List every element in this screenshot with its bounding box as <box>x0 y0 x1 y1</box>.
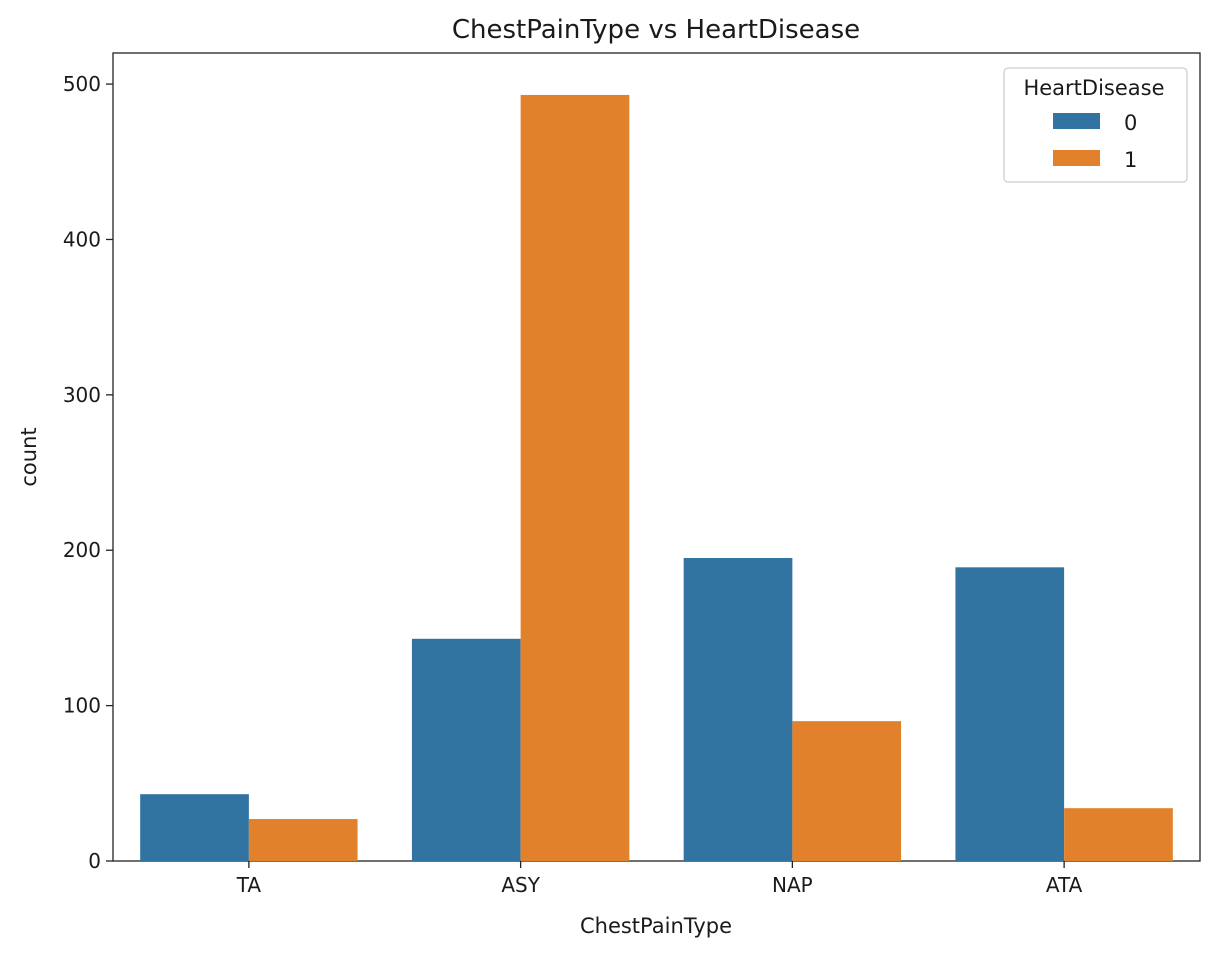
bar <box>248 819 358 861</box>
x-tick-label: TA <box>236 873 262 897</box>
legend-items: 01 <box>1053 111 1137 172</box>
y-axis: 0 100 200 300 400 500 <box>63 72 113 873</box>
y-tick-label: 300 <box>63 383 101 407</box>
bar <box>140 794 249 861</box>
bar <box>955 567 1065 861</box>
bar <box>411 638 521 861</box>
y-tick-label: 0 <box>88 849 101 873</box>
x-tick-label: ATA <box>1046 873 1083 897</box>
x-tick-label: ASY <box>501 873 540 897</box>
bar <box>1064 808 1173 861</box>
legend: HeartDisease 01 <box>1003 67 1188 183</box>
bar <box>792 721 902 861</box>
bars <box>140 94 1173 861</box>
legend-swatch <box>1053 150 1100 166</box>
x-axis: TA ASY NAP ATA <box>236 861 1083 897</box>
plot-frame <box>112 52 1201 862</box>
y-tick-label: 100 <box>63 694 101 718</box>
y-tick-label: 200 <box>63 538 101 562</box>
legend-swatch <box>1053 113 1100 129</box>
x-axis-label: ChestPainType <box>580 914 732 938</box>
y-tick-label: 400 <box>63 227 101 251</box>
x-tick-label: NAP <box>772 873 813 897</box>
legend-label: 1 <box>1124 148 1137 172</box>
legend-title: HeartDisease <box>1023 76 1164 100</box>
y-tick-label: 500 <box>63 72 101 96</box>
bar <box>520 94 630 861</box>
bar <box>683 558 793 861</box>
legend-label: 0 <box>1124 111 1137 135</box>
plot-area <box>112 52 1201 862</box>
y-axis-label: count <box>17 427 41 486</box>
chart-title: ChestPainType vs HeartDisease <box>452 15 860 45</box>
